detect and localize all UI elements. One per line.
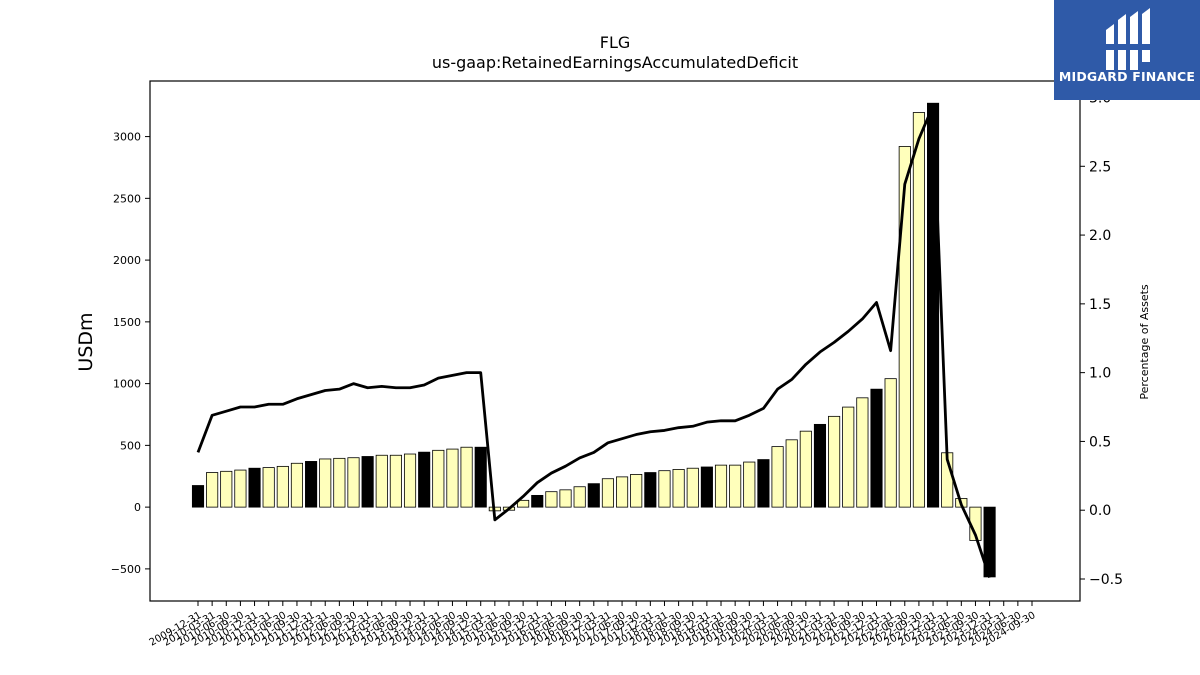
bar-2010-03-31 [206,472,219,508]
bar-2019-06-30 [729,464,742,508]
bars-layer [191,102,996,578]
bar-2016-09-30 [573,486,586,508]
bar-2015-12-31 [531,494,544,508]
y2-tick-label: 0.5 [1089,434,1111,450]
bar-2011-03-31 [262,467,275,508]
bar-2018-09-30 [686,467,699,508]
y-tick-label: 2500 [113,192,141,205]
bar-2019-09-30 [743,461,756,508]
y2-tick-label: 1.0 [1089,366,1111,382]
y2-tick-label: 2.5 [1089,159,1111,175]
bar-2011-06-30 [276,465,289,508]
midgard-finance-logo: MIDGARD FINANCE [1054,0,1200,100]
y-tick-label: 500 [120,439,141,452]
y-tick-label: 1500 [113,316,141,329]
chart-subtitle: us-gaap:RetainedEarningsAccumulatedDefic… [432,53,798,72]
bar-2010-09-30 [234,469,247,508]
bar-2012-06-30 [333,457,346,508]
midgard-logo-icon [1106,8,1150,70]
bar-2013-12-31 [418,451,431,508]
bar-2020-03-31 [771,446,784,508]
y-tick-label: 0 [134,501,141,514]
bar-2021-12-31 [870,388,883,508]
y-tick-label: −500 [111,563,141,576]
bar-2021-06-30 [842,406,855,508]
y2-tick-label: 0.0 [1089,503,1111,519]
bar-2018-06-30 [672,469,685,508]
bar-2010-06-30 [220,470,233,508]
chart-title: FLG [600,33,631,52]
bar-2022-12-31 [927,102,940,508]
bar-2022-06-30 [898,146,911,508]
bar-2010-12-31 [248,467,261,508]
bar-2017-03-31 [601,478,614,508]
logo-text: MIDGARD FINANCE [1058,69,1196,84]
bar-2014-03-31 [432,449,445,508]
bar-2021-09-30 [856,397,869,508]
bar-2013-03-31 [375,454,388,508]
bar-2013-09-30 [403,453,417,508]
bar-2018-03-31 [658,470,671,508]
bar-2020-06-30 [785,439,798,508]
y-tick-label: 2000 [113,254,141,267]
y2-tick-label: −0.5 [1089,572,1123,588]
bar-2019-12-31 [757,459,770,508]
plot-frame [149,80,1081,602]
bar-2019-03-31 [714,464,728,508]
bar-2012-09-30 [347,457,360,508]
line-layer [196,104,991,579]
bar-2017-12-31 [644,472,657,508]
bar-2021-03-31 [828,415,841,508]
bar-2015-09-30 [517,499,530,508]
bar-2012-03-31 [319,458,332,508]
y-tick-label: 1000 [113,378,141,391]
bar-2014-12-31 [474,446,487,508]
y2-tick-label: 1.5 [1089,297,1111,313]
bar-2017-09-30 [630,473,643,508]
bar-2016-12-31 [587,483,600,508]
bar-2020-12-31 [813,423,827,508]
bar-2020-09-30 [799,430,812,508]
bar-2012-12-31 [361,456,374,508]
bar-2016-06-30 [559,489,572,508]
bar-2011-12-31 [305,461,318,508]
bar-2022-09-30 [912,112,925,508]
bar-2014-06-30 [446,448,459,508]
y-tick-label: 3000 [113,131,141,144]
bar-2014-09-30 [460,446,473,508]
percentage-of-assets-line [196,104,991,579]
bar-2017-06-30 [616,476,629,508]
bar-2022-03-31 [884,378,897,508]
bar-2011-09-30 [290,462,304,508]
bar-2016-03-31 [545,491,558,508]
bar-2009-12-31 [191,485,205,508]
bar-2013-06-30 [389,454,402,508]
y2-tick-label: 2.0 [1089,228,1111,244]
bar-2018-12-31 [700,466,713,508]
y2-axis-label: Percentage of Assets [1138,284,1151,400]
y-axis-label: USDm [75,312,97,371]
axes-layer: −500 0 500 1000 1500 2000 2500 3000 −0.5 0.0 0.5 1.… [111,80,1123,649]
